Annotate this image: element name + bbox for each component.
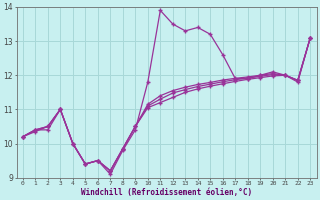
X-axis label: Windchill (Refroidissement éolien,°C): Windchill (Refroidissement éolien,°C) [81, 188, 252, 197]
